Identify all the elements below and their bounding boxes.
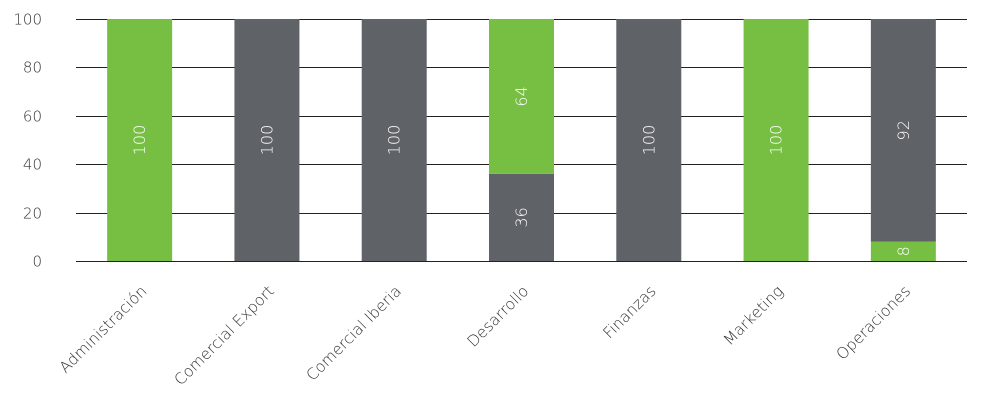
bar-labels: 100 100 100 36 64 100 100 8 92 (130, 86, 913, 256)
bar-segment (234, 19, 300, 261)
bar-segment (743, 19, 809, 261)
bar-value-label: 100 (639, 125, 658, 156)
y-axis-ticks: 0 20 40 60 80 100 (13, 11, 42, 271)
category-labels: Administración Comercial Export Comercial … (56, 282, 914, 389)
y-tick-label: 80 (23, 59, 42, 77)
bar-value-label: 36 (512, 207, 531, 227)
bar-segment (489, 173, 554, 261)
y-tick-label: 40 (23, 156, 42, 174)
bar-segment (361, 19, 427, 261)
bar-value-label: 100 (257, 125, 276, 156)
bar-value-label: 8 (894, 246, 913, 256)
category-label: Administración (56, 282, 151, 377)
bars (107, 19, 936, 261)
bar-value-label: 100 (130, 125, 149, 156)
category-label: Marketing (720, 282, 787, 349)
category-label: Comercial Iberia (303, 282, 405, 384)
bar-value-label: 64 (512, 86, 531, 106)
y-tick-label: 0 (32, 253, 42, 271)
y-tick-label: 60 (23, 108, 42, 126)
category-label: Operaciones (833, 282, 914, 363)
bar-segment (870, 241, 936, 261)
category-label: Finanzas (600, 282, 660, 342)
category-label: Comercial Export (171, 282, 278, 389)
bar-segment (489, 19, 554, 174)
category-label: Desarrollo (464, 282, 533, 351)
bar-value-label: 92 (894, 120, 913, 140)
bar-segment (870, 19, 936, 242)
bar-value-label: 100 (767, 125, 786, 156)
y-tick-label: 100 (13, 11, 42, 29)
bar-segment (616, 19, 682, 261)
y-tick-label: 20 (23, 205, 42, 223)
bar-segment (107, 19, 173, 261)
bar-value-label: 100 (385, 125, 404, 156)
